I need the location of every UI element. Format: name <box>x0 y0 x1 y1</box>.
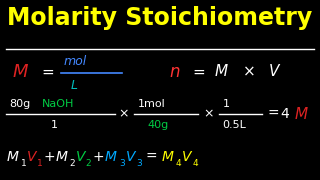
Text: 4: 4 <box>175 159 181 168</box>
Text: 1: 1 <box>21 159 27 168</box>
Text: Molarity Stoichiometry: Molarity Stoichiometry <box>7 6 313 30</box>
Text: ×: × <box>243 64 256 80</box>
Text: ×: × <box>118 108 129 121</box>
Text: M: M <box>6 150 18 164</box>
Text: V: V <box>125 150 135 164</box>
Text: 3: 3 <box>136 159 142 168</box>
Text: NaOH: NaOH <box>42 99 74 109</box>
Text: 4: 4 <box>280 107 289 121</box>
Text: +: + <box>92 150 104 164</box>
Text: 1: 1 <box>51 120 58 130</box>
Text: =: = <box>146 150 157 164</box>
Text: 3: 3 <box>119 159 125 168</box>
Text: =: = <box>267 107 279 121</box>
Text: =: = <box>192 64 205 80</box>
Text: L: L <box>70 79 77 92</box>
Text: 2: 2 <box>86 159 92 168</box>
Text: n: n <box>170 63 180 81</box>
Text: ×: × <box>203 108 214 121</box>
Text: M: M <box>105 150 117 164</box>
Text: M: M <box>214 64 228 80</box>
Text: 2: 2 <box>70 159 76 168</box>
Text: M: M <box>13 63 28 81</box>
Text: 1mol: 1mol <box>138 99 165 109</box>
Text: mol: mol <box>64 55 87 68</box>
Text: 1: 1 <box>222 99 229 109</box>
Text: 1: 1 <box>37 159 43 168</box>
Text: 40g: 40g <box>147 120 168 130</box>
Text: =: = <box>42 64 54 80</box>
Text: M: M <box>56 150 68 164</box>
Text: M: M <box>162 150 173 164</box>
Text: 4: 4 <box>193 159 198 168</box>
Text: V: V <box>269 64 279 80</box>
Text: 80g: 80g <box>10 99 31 109</box>
Text: V: V <box>27 150 37 164</box>
Text: V: V <box>182 150 191 164</box>
Text: V: V <box>76 150 86 164</box>
Text: M: M <box>294 107 308 122</box>
Text: +: + <box>43 150 55 164</box>
Text: 0.5L: 0.5L <box>222 120 246 130</box>
